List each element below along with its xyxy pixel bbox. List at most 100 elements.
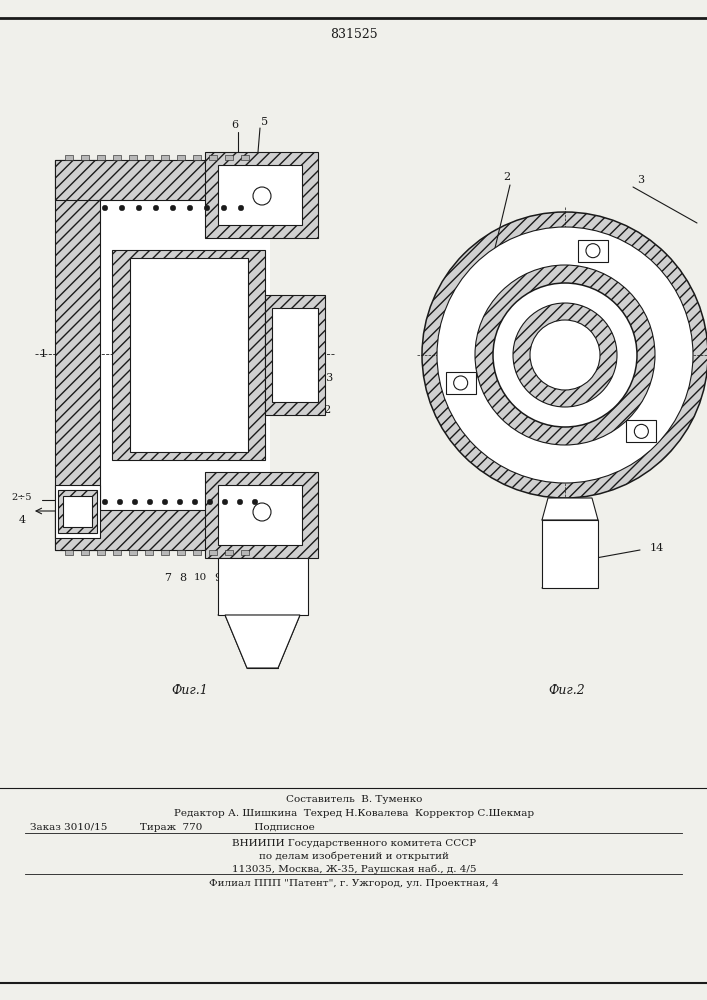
Circle shape <box>170 205 176 211</box>
Text: 10: 10 <box>194 574 206 582</box>
Polygon shape <box>395 130 707 680</box>
Circle shape <box>117 499 123 505</box>
Circle shape <box>103 205 107 211</box>
Text: 2: 2 <box>503 172 510 182</box>
Text: 8: 8 <box>180 573 187 583</box>
Text: 9: 9 <box>214 573 221 583</box>
Circle shape <box>136 205 142 211</box>
Polygon shape <box>113 155 121 160</box>
Polygon shape <box>265 295 325 415</box>
Polygon shape <box>161 550 169 555</box>
Polygon shape <box>445 372 476 394</box>
Polygon shape <box>65 155 73 160</box>
Text: 13: 13 <box>320 373 334 383</box>
Polygon shape <box>130 258 248 452</box>
Polygon shape <box>81 550 89 555</box>
Text: Фиг.1: Фиг.1 <box>172 684 209 696</box>
Polygon shape <box>225 155 233 160</box>
Polygon shape <box>63 496 92 527</box>
Circle shape <box>437 227 693 483</box>
Text: 831525: 831525 <box>330 28 378 41</box>
Polygon shape <box>145 155 153 160</box>
Circle shape <box>422 212 707 498</box>
Polygon shape <box>218 165 302 225</box>
Text: Филиал ППП "Патент", г. Ужгород, ул. Проектная, 4: Филиал ППП "Патент", г. Ужгород, ул. Про… <box>209 879 499 888</box>
Polygon shape <box>177 550 185 555</box>
Polygon shape <box>542 520 598 588</box>
Polygon shape <box>65 550 73 555</box>
Circle shape <box>253 187 271 205</box>
Circle shape <box>530 320 600 390</box>
Circle shape <box>221 205 227 211</box>
Polygon shape <box>218 558 308 615</box>
Polygon shape <box>113 550 121 555</box>
Text: 3: 3 <box>638 175 645 185</box>
Circle shape <box>493 283 637 427</box>
Circle shape <box>177 499 183 505</box>
Text: 1: 1 <box>40 349 47 359</box>
Polygon shape <box>205 472 318 558</box>
Text: 12: 12 <box>318 405 332 415</box>
Circle shape <box>207 499 213 505</box>
Polygon shape <box>129 550 137 555</box>
Text: 14: 14 <box>650 543 665 553</box>
Polygon shape <box>218 485 302 545</box>
Text: Редактор А. Шишкина  Техред Н.Ковалева  Корректор С.Шекмар: Редактор А. Шишкина Техред Н.Ковалева Ко… <box>174 810 534 818</box>
Polygon shape <box>145 550 153 555</box>
Circle shape <box>513 303 617 407</box>
Circle shape <box>147 499 153 505</box>
Polygon shape <box>241 155 249 160</box>
Text: Фиг.2: Фиг.2 <box>549 684 585 696</box>
Circle shape <box>253 503 271 521</box>
Text: 2÷5: 2÷5 <box>11 493 32 502</box>
Text: 5: 5 <box>262 117 269 127</box>
Polygon shape <box>112 250 265 460</box>
Circle shape <box>187 205 193 211</box>
Circle shape <box>119 205 125 211</box>
Polygon shape <box>209 550 217 555</box>
Polygon shape <box>578 240 608 262</box>
Circle shape <box>204 205 210 211</box>
Polygon shape <box>81 155 89 160</box>
Text: 7: 7 <box>165 573 172 583</box>
Circle shape <box>153 205 159 211</box>
Polygon shape <box>626 420 656 442</box>
Polygon shape <box>205 152 318 238</box>
Polygon shape <box>55 510 275 550</box>
Polygon shape <box>129 155 137 160</box>
Text: по делам изобретений и открытий: по делам изобретений и открытий <box>259 851 449 861</box>
Polygon shape <box>55 160 100 550</box>
Circle shape <box>238 205 244 211</box>
Text: ВНИИПИ Государственного комитета СССР: ВНИИПИ Государственного комитета СССР <box>232 838 476 848</box>
Circle shape <box>103 499 107 505</box>
Text: 11: 11 <box>288 490 303 500</box>
Polygon shape <box>58 490 97 533</box>
Polygon shape <box>241 550 249 555</box>
Polygon shape <box>161 155 169 160</box>
Polygon shape <box>209 155 217 160</box>
Circle shape <box>222 499 228 505</box>
Text: Составитель  В. Туменко: Составитель В. Туменко <box>286 796 422 804</box>
Text: 6: 6 <box>231 120 238 130</box>
Circle shape <box>252 499 258 505</box>
Polygon shape <box>225 550 233 555</box>
Polygon shape <box>97 550 105 555</box>
Polygon shape <box>50 130 340 670</box>
Polygon shape <box>193 550 201 555</box>
Polygon shape <box>55 160 275 200</box>
Polygon shape <box>272 308 318 402</box>
Text: 4: 4 <box>18 515 25 525</box>
Circle shape <box>454 376 467 390</box>
Polygon shape <box>177 155 185 160</box>
Polygon shape <box>225 615 300 668</box>
Polygon shape <box>542 498 598 520</box>
Polygon shape <box>55 485 100 538</box>
Text: Заказ 3010/15          Тираж  770                Подписное: Заказ 3010/15 Тираж 770 Подписное <box>30 824 315 832</box>
Circle shape <box>132 499 138 505</box>
Polygon shape <box>100 200 270 510</box>
Text: 113035, Москва, Ж-35, Раушская наб., д. 4/5: 113035, Москва, Ж-35, Раушская наб., д. … <box>232 864 477 874</box>
Circle shape <box>238 499 243 505</box>
Circle shape <box>475 265 655 445</box>
Circle shape <box>162 499 168 505</box>
Circle shape <box>586 244 600 258</box>
